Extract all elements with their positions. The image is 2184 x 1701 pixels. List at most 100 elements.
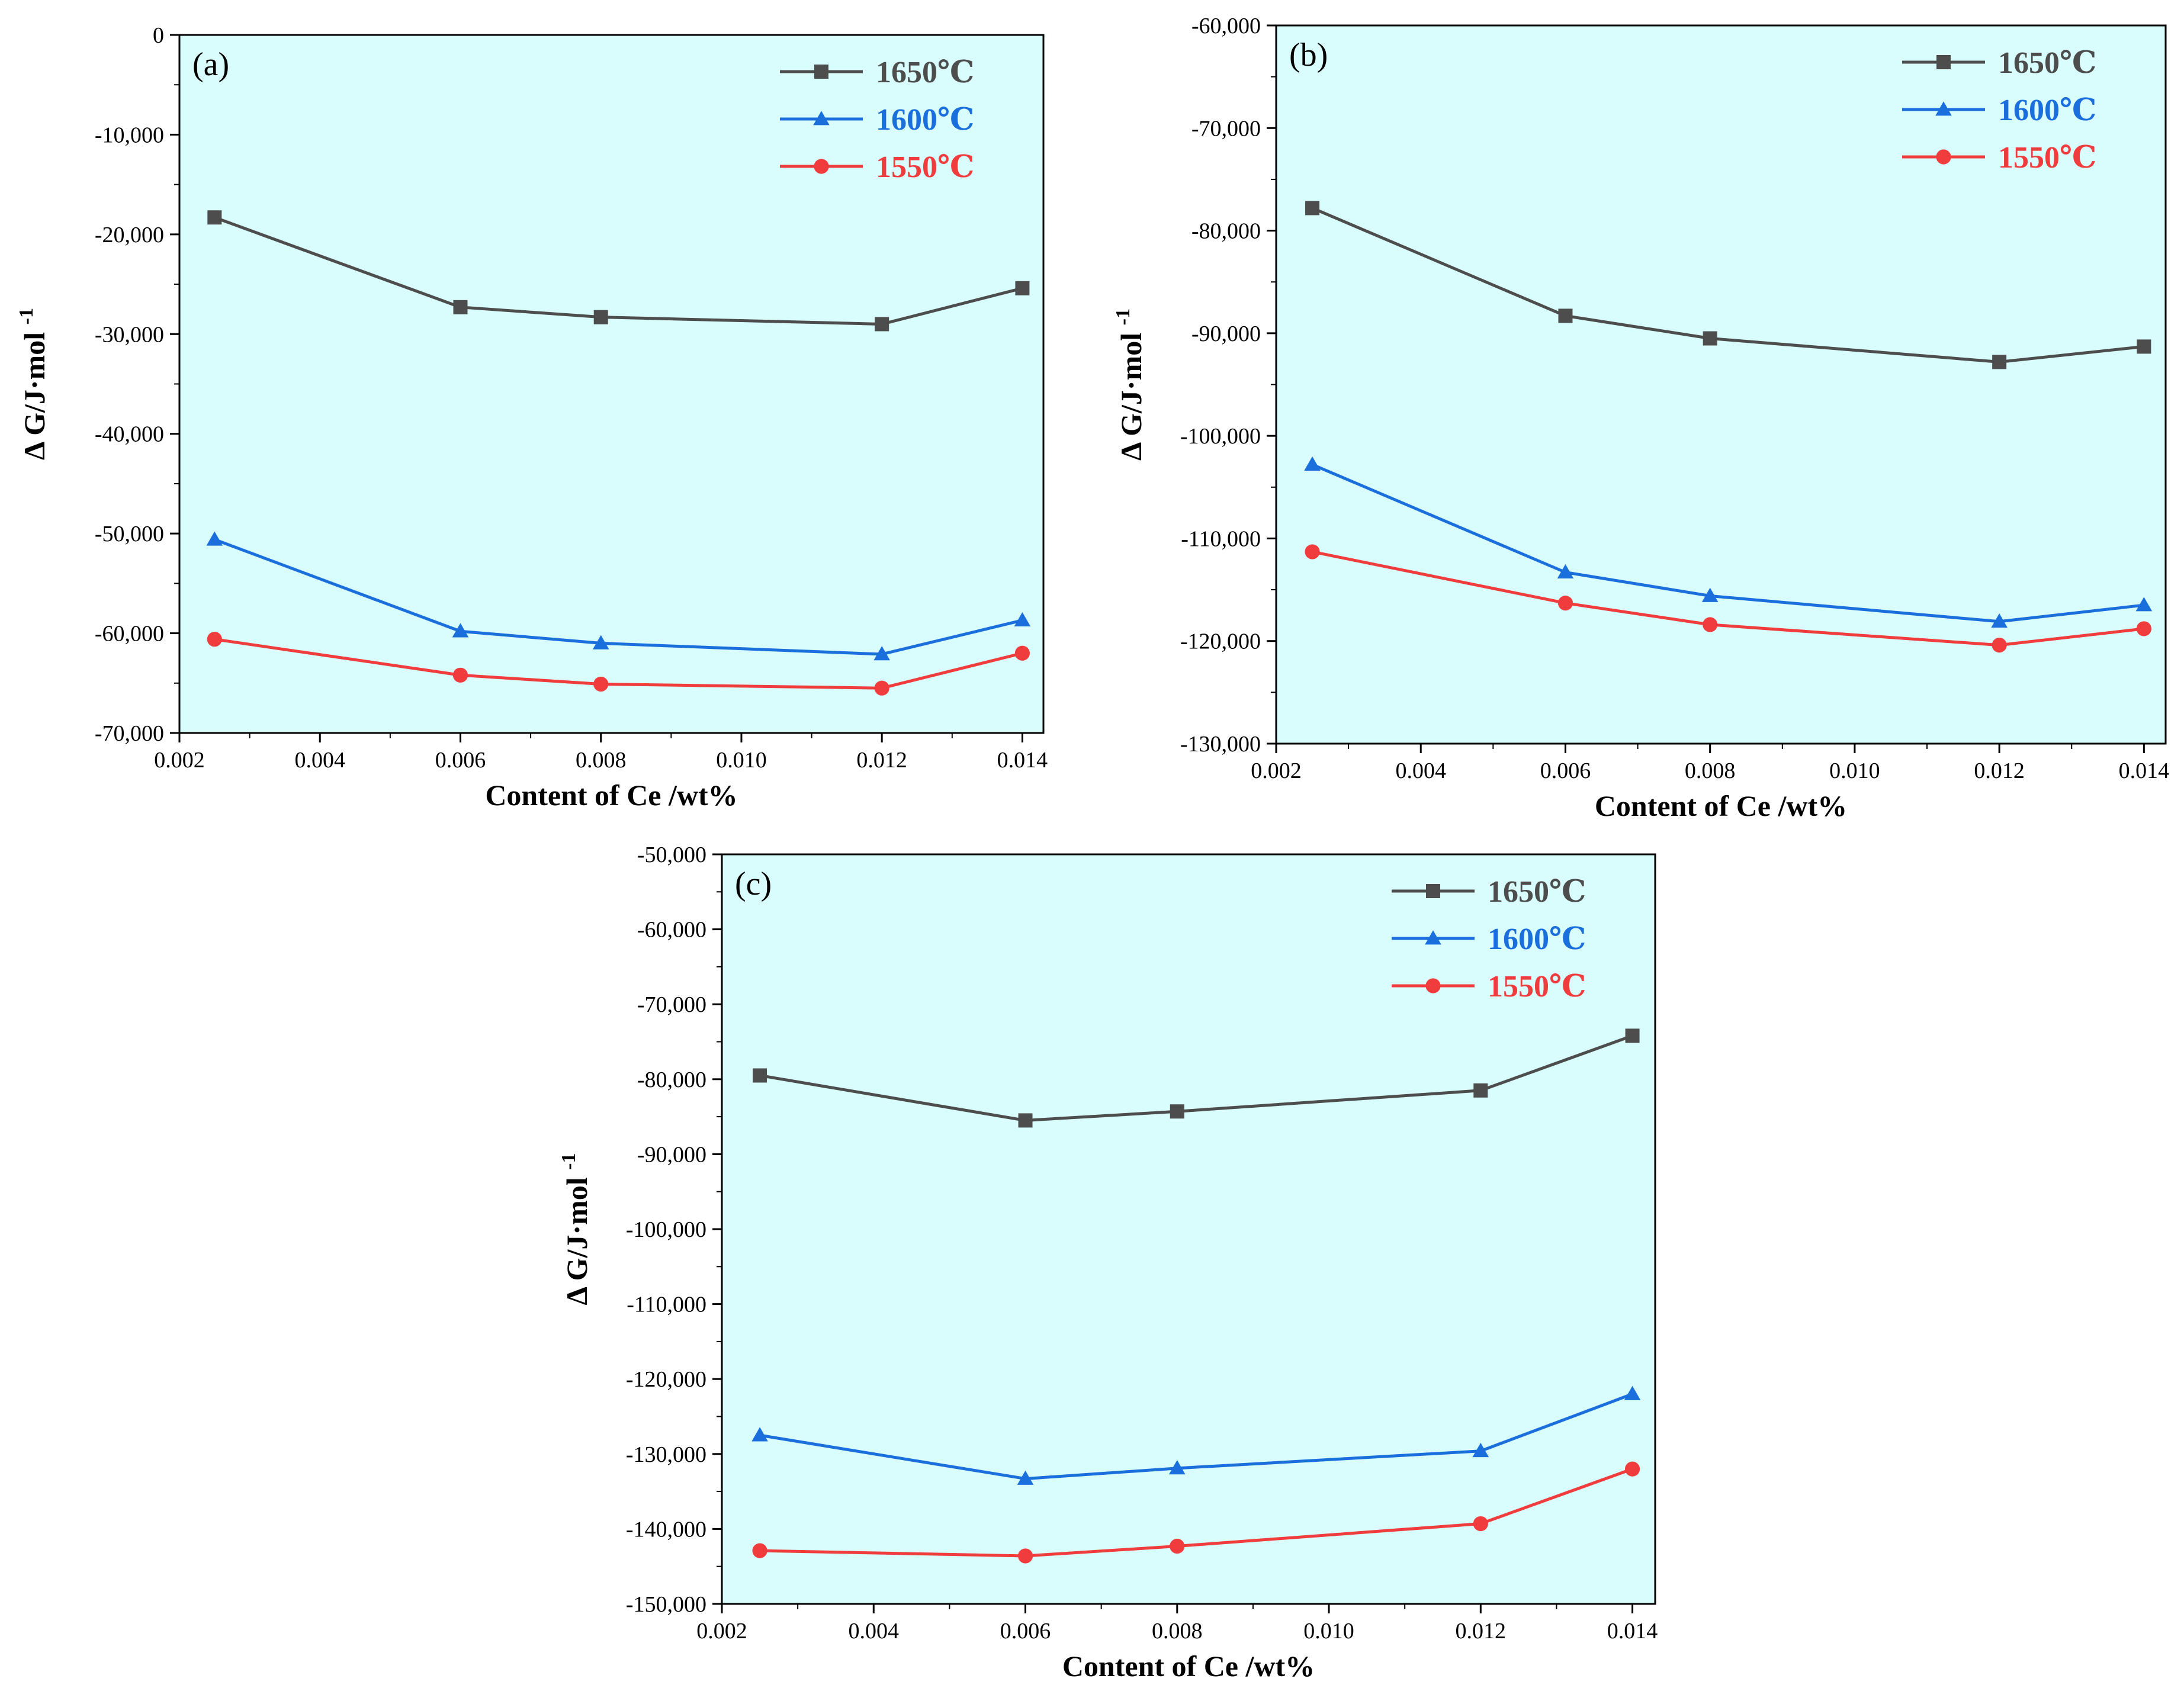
data-point — [206, 531, 223, 546]
data-point — [1703, 617, 1718, 632]
legend-label: 1650℃ — [876, 56, 974, 89]
data-point — [1557, 595, 1573, 611]
x-tick-label: 0.002 — [154, 748, 205, 773]
data-point — [753, 1068, 767, 1083]
data-point — [1624, 1461, 1640, 1477]
y-tick-label: -40,000 — [95, 422, 164, 447]
y-tick-label: -70,000 — [1191, 116, 1261, 141]
data-point — [2136, 621, 2151, 636]
x-tick-label: 0.010 — [716, 748, 767, 773]
series-1600℃ — [206, 531, 1031, 661]
y-tick-label: -70,000 — [95, 721, 164, 746]
y-tick-label: -130,000 — [626, 1442, 706, 1467]
x-tick-label: 0.012 — [856, 748, 907, 773]
data-point — [1557, 564, 1574, 578]
y-axis-title-exponent: -1 — [15, 308, 37, 324]
y-axis-title-main: Δ G/J·mol — [560, 1170, 593, 1306]
y-tick-label: -70,000 — [637, 992, 706, 1017]
data-point — [2137, 339, 2151, 354]
x-axis-title: Content of Ce /wt% — [1062, 1649, 1315, 1683]
data-point — [1015, 281, 1030, 295]
y-tick-label: -110,000 — [627, 1292, 706, 1317]
data-point — [1018, 1113, 1033, 1128]
series-1650℃ — [207, 210, 1030, 332]
panel-label: (c) — [735, 866, 772, 902]
series-1650℃ — [753, 1028, 1640, 1128]
y-tick-label: -100,000 — [626, 1217, 706, 1242]
x-tick-label: 0.004 — [294, 748, 345, 773]
data-point — [2135, 597, 2153, 612]
y-tick-label: -50,000 — [95, 522, 164, 546]
data-point — [873, 646, 890, 661]
y-tick-label: -130,000 — [1180, 732, 1261, 757]
x-axis-title: Content of Ce /wt% — [485, 779, 737, 812]
data-point — [1473, 1083, 1488, 1098]
y-axis-title: Δ G/J·mol -1 — [15, 308, 51, 460]
chart-panel-b: -60,000 -70,000 -80,000 -90,000 -100,000 -110… — [1112, 14, 2169, 822]
chart-panel-a: 0 -10,000 -20,000 -30,000 -40,000 -50,000 -60,… — [15, 23, 1048, 812]
x-tick-label: 0.010 — [1303, 1619, 1354, 1644]
legend-marker — [1936, 149, 1951, 165]
data-point — [1625, 1028, 1640, 1043]
data-point — [1992, 355, 2007, 369]
y-tick-label: -80,000 — [1191, 219, 1261, 244]
y-tick-label: -60,000 — [1191, 14, 1261, 38]
y-tick-label: -10,000 — [95, 123, 164, 147]
data-point — [593, 676, 609, 692]
data-point — [1991, 613, 2008, 628]
x-tick-label: 0.014 — [997, 748, 1048, 773]
legend-label: 1550℃ — [876, 150, 974, 184]
y-tick-label: -30,000 — [95, 322, 164, 347]
data-point — [593, 310, 608, 324]
y-tick-label: -110,000 — [1181, 526, 1261, 551]
legend-label: 1600℃ — [1488, 922, 1586, 956]
data-point — [1992, 638, 2007, 653]
data-point — [1558, 308, 1573, 323]
plot-area — [721, 853, 1656, 1605]
series-1600℃ — [751, 1385, 1641, 1485]
data-point — [874, 680, 889, 696]
legend-marker — [814, 65, 828, 79]
data-point — [1168, 1460, 1186, 1475]
data-point — [452, 623, 469, 638]
legend-label: 1650℃ — [1488, 875, 1586, 909]
x-axis-title: Content of Ce /wt% — [1595, 789, 1847, 822]
x-tick-label: 0.004 — [1395, 758, 1446, 783]
x-tick-label: 0.006 — [435, 748, 486, 773]
legend-label: 1550℃ — [1998, 141, 2096, 175]
x-tick-label: 0.012 — [1974, 758, 2025, 783]
data-point — [751, 1427, 768, 1442]
x-tick-label: 0.010 — [1829, 758, 1880, 783]
data-point — [1170, 1538, 1185, 1554]
x-tick-label: 0.006 — [1540, 758, 1591, 783]
chart-panel-c: -50,000 -60,000 -70,000 -80,000 -90,000 -100,… — [558, 843, 1658, 1683]
x-tick-label: 0.012 — [1456, 1619, 1507, 1644]
x-tick-label: 0.002 — [1251, 758, 1302, 783]
data-point — [1305, 544, 1320, 560]
legend-marker — [813, 111, 830, 126]
legend: 1650℃ 1600℃ 1550℃ — [1392, 875, 1586, 1004]
data-point — [1305, 201, 1320, 216]
y-tick-label: -20,000 — [95, 223, 164, 247]
data-point — [1014, 612, 1031, 627]
y-axis-title: Δ G/J·mol -1 — [558, 1153, 593, 1306]
legend-label: 1650℃ — [1998, 46, 2096, 80]
series-1650℃ — [1305, 201, 2151, 369]
x-tick-label: 0.004 — [849, 1619, 900, 1644]
plot-area — [178, 34, 1045, 734]
series-1550℃ — [1305, 544, 2151, 653]
series-1550℃ — [207, 632, 1030, 696]
y-tick-label: -100,000 — [1180, 424, 1261, 449]
legend-label: 1550℃ — [1488, 970, 1586, 1004]
x-tick-label: 0.008 — [1685, 758, 1736, 783]
y-tick-label: -140,000 — [626, 1517, 706, 1542]
data-point — [207, 632, 222, 647]
data-point — [1014, 645, 1030, 661]
data-point — [452, 667, 468, 683]
legend-marker — [1426, 884, 1440, 898]
data-point — [1017, 1470, 1034, 1485]
legend-marker — [1425, 978, 1441, 993]
legend-label: 1600℃ — [876, 103, 974, 137]
data-point — [592, 635, 609, 649]
